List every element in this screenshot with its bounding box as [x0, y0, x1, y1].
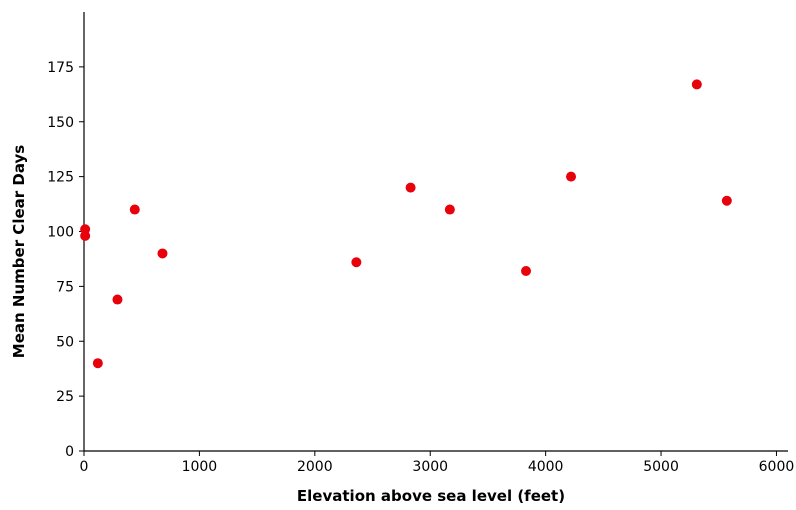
data-point — [92, 358, 103, 369]
data-point — [405, 182, 416, 193]
x-tick-label: 4000 — [528, 459, 564, 475]
data-point — [521, 266, 532, 277]
axes — [83, 12, 788, 452]
data-point — [351, 257, 362, 268]
y-tick-label: 0 — [65, 444, 74, 460]
data-points — [80, 79, 732, 369]
y-tick-label: 125 — [47, 170, 74, 186]
data-point — [721, 195, 732, 206]
y-tick-label: 175 — [47, 60, 74, 76]
data-point — [566, 171, 577, 182]
data-point — [80, 230, 91, 241]
y-tick-label: 75 — [56, 279, 74, 295]
x-axis-title: Elevation above sea level (feet) — [297, 487, 565, 505]
data-point — [444, 204, 455, 215]
y-tick-label: 50 — [56, 334, 74, 350]
y-tick-label: 150 — [47, 115, 74, 131]
x-tick-label: 2000 — [297, 459, 333, 475]
data-point — [112, 294, 123, 305]
data-point — [157, 248, 168, 259]
x-tick-label: 0 — [80, 459, 89, 475]
x-tick-label: 3000 — [412, 459, 448, 475]
data-point — [691, 79, 702, 90]
data-point — [129, 204, 140, 215]
y-axis-title: Mean Number Clear Days — [10, 145, 28, 358]
y-tick-label: 25 — [56, 389, 74, 405]
ticks: 0 1000 2000 3000 4000 5000 6000 0 25 50 75 100 125 15… — [47, 60, 794, 475]
x-tick-label: 1000 — [182, 459, 218, 475]
x-tick-label: 5000 — [643, 459, 679, 475]
y-tick-label: 100 — [47, 225, 74, 241]
x-tick-label: 6000 — [759, 459, 795, 475]
